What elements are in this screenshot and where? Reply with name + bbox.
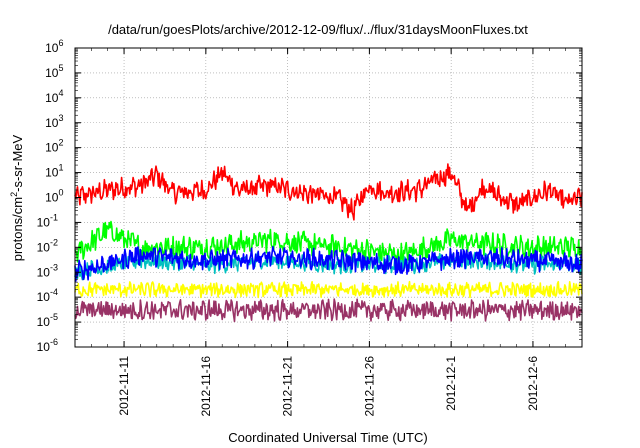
y-tick-label-exponent: 1 <box>58 163 63 173</box>
x-tick-label: 2012-11-21 <box>281 356 295 417</box>
y-tick-label-exponent: -2 <box>50 237 58 247</box>
y-tick-label: 105 <box>45 63 63 80</box>
y-tick-label: 100 <box>45 188 63 205</box>
y-tick-label: 10-1 <box>37 212 58 229</box>
y-tick-label-exponent: 2 <box>58 138 63 148</box>
y-tick-label-base: 10 <box>45 66 59 80</box>
chart-title: /data/run/goesPlots/archive/2012-12-09/f… <box>108 22 528 37</box>
series-line-0 <box>74 163 583 221</box>
y-tick-label-exponent: 3 <box>58 113 63 123</box>
y-tick-label-base: 10 <box>37 240 51 254</box>
y-axis-ticks: 10-610-510-410-310-210-11001011021031041… <box>37 38 582 354</box>
y-tick-label-base: 10 <box>37 265 51 279</box>
x-tick-label: 2012-12-6 <box>526 356 540 411</box>
y-tick-label-exponent: -1 <box>50 212 58 222</box>
x-axis-ticks: 2012-11-11 2012-11-16 2012-11-21 2012-11-26… <box>74 48 583 417</box>
y-axis-label: protons/cm2-s-sr-MeV <box>9 134 25 261</box>
plot-series <box>74 163 583 323</box>
y-tick-label-exponent: 6 <box>58 38 63 48</box>
x-tick-label: 2012-11-16 <box>199 356 213 417</box>
y-tick-label: 101 <box>45 163 63 180</box>
y-tick-label-base: 10 <box>37 290 51 304</box>
y-tick-label-exponent: -6 <box>50 337 58 347</box>
y-tick-label-base: 10 <box>45 116 59 130</box>
x-tick-label: 2012-11-11 <box>117 356 131 416</box>
y-tick-label: 10-3 <box>37 262 58 279</box>
y-tick-label: 102 <box>45 138 63 155</box>
y-tick-label-base: 10 <box>37 315 51 329</box>
y-axis-label-rest: -s-sr-MeV <box>10 134 25 191</box>
y-axis-label-exponent: 2 <box>9 192 19 197</box>
y-tick-label-exponent: -3 <box>50 262 58 272</box>
y-tick-label: 104 <box>45 88 63 105</box>
y-tick-label: 10-6 <box>37 337 58 354</box>
y-tick-label-base: 10 <box>45 141 59 155</box>
y-tick-label: 106 <box>45 38 63 55</box>
y-tick-label: 10-5 <box>37 312 58 329</box>
y-tick-label-exponent: 4 <box>58 88 63 98</box>
y-tick-label-exponent: -5 <box>50 312 58 322</box>
y-tick-label-base: 10 <box>37 215 51 229</box>
y-tick-label-base: 10 <box>45 91 59 105</box>
x-tick-label: 2012-12-1 <box>444 356 458 411</box>
x-tick-label: 2012-11-26 <box>362 356 376 417</box>
y-tick-label-exponent: -4 <box>50 287 58 297</box>
y-tick-label-base: 10 <box>45 191 59 205</box>
x-axis-label: Coordinated Universal Time (UTC) <box>228 430 427 445</box>
series-line-5 <box>74 298 583 323</box>
y-tick-label-exponent: 5 <box>58 63 63 73</box>
y-tick-label-base: 10 <box>45 41 59 55</box>
y-tick-label: 103 <box>45 113 63 130</box>
y-tick-label: 10-2 <box>37 237 58 254</box>
series-line-4 <box>74 280 583 299</box>
y-tick-label-base: 10 <box>45 166 59 180</box>
series-line-3 <box>74 245 583 282</box>
y-tick-label-base: 10 <box>37 340 51 354</box>
y-tick-label: 10-4 <box>37 287 58 304</box>
y-axis-label-base: protons/cm <box>10 197 25 261</box>
y-tick-label-exponent: 0 <box>58 188 63 198</box>
